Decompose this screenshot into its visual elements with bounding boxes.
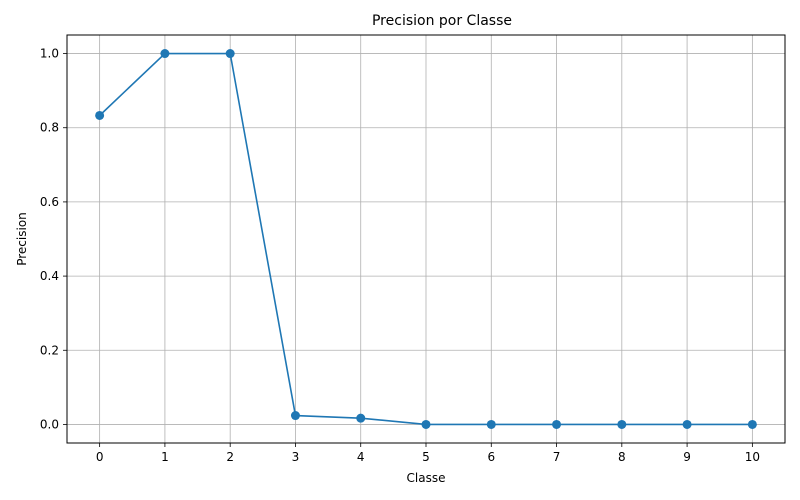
x-tick-label: 7 [553, 450, 561, 464]
x-tick-label: 9 [683, 450, 691, 464]
data-point [682, 419, 692, 429]
data-point [617, 419, 627, 429]
series-layer [95, 49, 757, 429]
y-tick-label: 0.0 [40, 417, 59, 431]
data-point [486, 419, 496, 429]
x-axis: 0 1 2 3 4 5 6 7 8 9 10 [96, 443, 760, 464]
y-tick-label: 0.2 [40, 343, 59, 357]
y-tick-label: 0.8 [40, 121, 59, 135]
x-tick-label: 6 [487, 450, 495, 464]
grid [67, 35, 785, 443]
data-point [421, 419, 431, 429]
data-point [747, 419, 757, 429]
x-axis-label: Classe [407, 471, 446, 485]
x-tick-label: 0 [96, 450, 104, 464]
data-point [160, 49, 170, 59]
x-tick-label: 10 [745, 450, 760, 464]
data-point [290, 411, 300, 421]
data-point [552, 419, 562, 429]
y-tick-label: 0.6 [40, 195, 59, 209]
data-point [225, 49, 235, 59]
x-tick-label: 1 [161, 450, 169, 464]
x-tick-label: 8 [618, 450, 626, 464]
y-axis-label: Precision [15, 212, 29, 266]
x-tick-label: 2 [226, 450, 234, 464]
y-tick-label: 1.0 [40, 47, 59, 61]
chart-title: Precision por Classe [372, 13, 512, 29]
y-tick-label: 0.4 [40, 269, 59, 283]
y-axis: 0.0 0.2 0.4 0.6 0.8 1.0 [40, 47, 67, 431]
data-point [356, 413, 366, 423]
x-tick-label: 5 [422, 450, 430, 464]
x-tick-label: 3 [292, 450, 300, 464]
x-tick-label: 4 [357, 450, 365, 464]
data-point [95, 110, 105, 120]
